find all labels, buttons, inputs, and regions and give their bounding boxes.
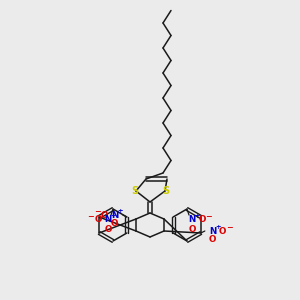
Text: +: +	[194, 213, 200, 219]
Text: S: S	[162, 186, 169, 196]
Text: O: O	[111, 220, 118, 229]
Text: N: N	[104, 215, 112, 224]
Text: O: O	[94, 215, 102, 224]
Text: +: +	[215, 224, 220, 230]
Text: S: S	[131, 186, 139, 196]
Text: O: O	[198, 215, 206, 224]
Text: +: +	[117, 208, 123, 214]
Text: −: −	[226, 224, 233, 232]
Text: −: −	[206, 212, 212, 221]
Text: O: O	[209, 236, 217, 244]
Text: −: −	[94, 208, 101, 217]
Text: O: O	[219, 226, 226, 236]
Text: N: N	[188, 215, 196, 224]
Text: O: O	[101, 211, 109, 220]
Text: +: +	[110, 213, 116, 219]
Text: O: O	[104, 224, 112, 233]
Text: N: N	[209, 226, 217, 236]
Text: N: N	[111, 211, 118, 220]
Text: O: O	[188, 224, 196, 233]
Text: −: −	[88, 212, 94, 221]
